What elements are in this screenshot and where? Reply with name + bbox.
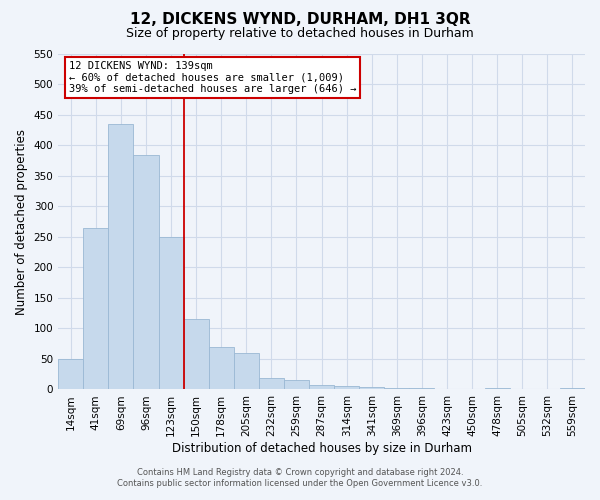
Bar: [83, 228, 109, 390]
Bar: [409, 388, 434, 390]
Bar: [109, 124, 133, 390]
Bar: [58, 359, 83, 390]
X-axis label: Distribution of detached houses by size in Durham: Distribution of detached houses by size …: [172, 442, 472, 455]
Bar: [334, 386, 359, 390]
Bar: [158, 237, 184, 390]
Bar: [259, 378, 284, 390]
Bar: [184, 320, 209, 390]
Text: Contains HM Land Registry data © Crown copyright and database right 2024.
Contai: Contains HM Land Registry data © Crown c…: [118, 468, 482, 487]
Bar: [284, 380, 309, 390]
Text: 12 DICKENS WYND: 139sqm
← 60% of detached houses are smaller (1,009)
39% of semi: 12 DICKENS WYND: 139sqm ← 60% of detache…: [69, 60, 356, 94]
Bar: [209, 347, 234, 390]
Text: Size of property relative to detached houses in Durham: Size of property relative to detached ho…: [126, 28, 474, 40]
Text: 12, DICKENS WYND, DURHAM, DH1 3QR: 12, DICKENS WYND, DURHAM, DH1 3QR: [130, 12, 470, 28]
Bar: [309, 384, 334, 390]
Bar: [234, 353, 259, 390]
Bar: [359, 387, 385, 390]
Bar: [560, 388, 585, 390]
Bar: [485, 388, 510, 390]
Y-axis label: Number of detached properties: Number of detached properties: [15, 128, 28, 314]
Bar: [133, 154, 158, 390]
Bar: [434, 389, 460, 390]
Bar: [385, 388, 409, 390]
